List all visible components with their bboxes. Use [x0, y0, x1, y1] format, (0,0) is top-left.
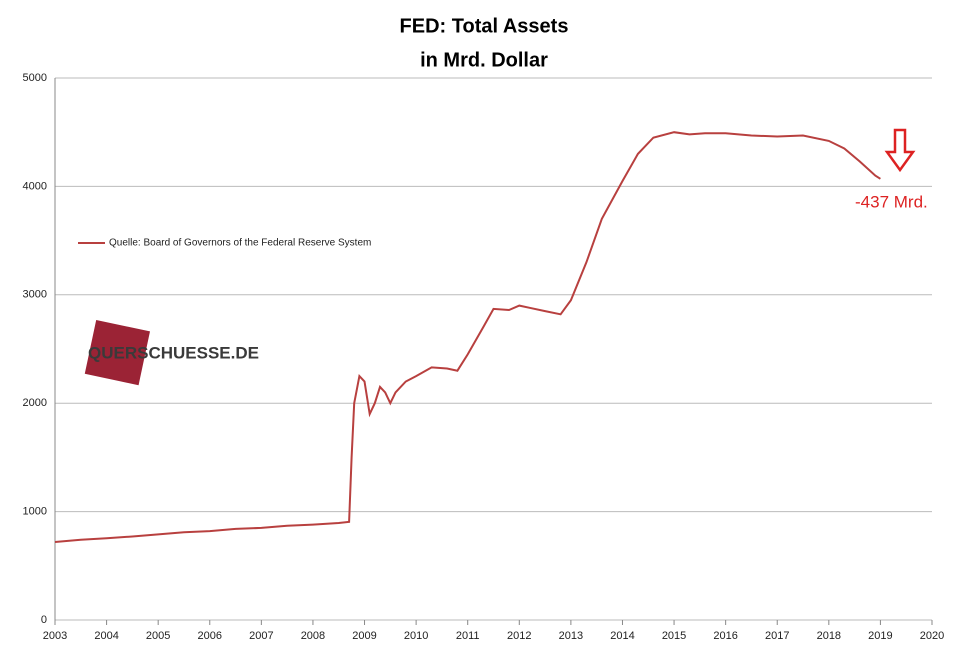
x-tick-label: 2019 [868, 630, 892, 642]
y-tick-label: 4000 [23, 180, 47, 192]
annotation: -437 Mrd. [855, 192, 928, 211]
x-tick-label: 2003 [43, 630, 67, 642]
y-tick-label: 3000 [23, 289, 47, 301]
x-tick-label: 2010 [404, 630, 428, 642]
y-tick-label: 0 [41, 614, 47, 626]
x-tick-label: 2006 [198, 630, 222, 642]
x-tick-label: 2009 [352, 630, 376, 642]
x-tick-label: 2018 [817, 630, 841, 642]
chart-subtitle: in Mrd. Dollar [420, 49, 548, 71]
x-tick-label: 2020 [920, 630, 944, 642]
chart-title: FED: Total Assets [400, 15, 569, 37]
x-tick-label: 2016 [713, 630, 737, 642]
x-tick-label: 2007 [249, 630, 273, 642]
y-tick-label: 5000 [23, 72, 47, 84]
y-tick-label: 1000 [23, 506, 47, 518]
x-tick-label: 2014 [610, 630, 634, 642]
data-line [54, 131, 881, 543]
x-tick-label: 2017 [765, 630, 789, 642]
y-tick-label: 2000 [23, 397, 47, 409]
x-tick-label: 2012 [507, 630, 531, 642]
x-tick-label: 2015 [662, 630, 686, 642]
legend-label: Quelle: Board of Governors of the Federa… [109, 238, 371, 249]
logo-square [84, 319, 151, 386]
arrow [884, 128, 916, 173]
x-tick-label: 2005 [146, 630, 170, 642]
x-tick-label: 2008 [301, 630, 325, 642]
x-tick-label: 2011 [456, 630, 480, 642]
logo: QUERSCHUESSE.DE [84, 319, 259, 386]
x-tick-label: 2013 [559, 630, 583, 642]
logo-text: QUERSCHUESSE.DE [88, 343, 259, 362]
x-tick-label: 2004 [94, 630, 118, 642]
